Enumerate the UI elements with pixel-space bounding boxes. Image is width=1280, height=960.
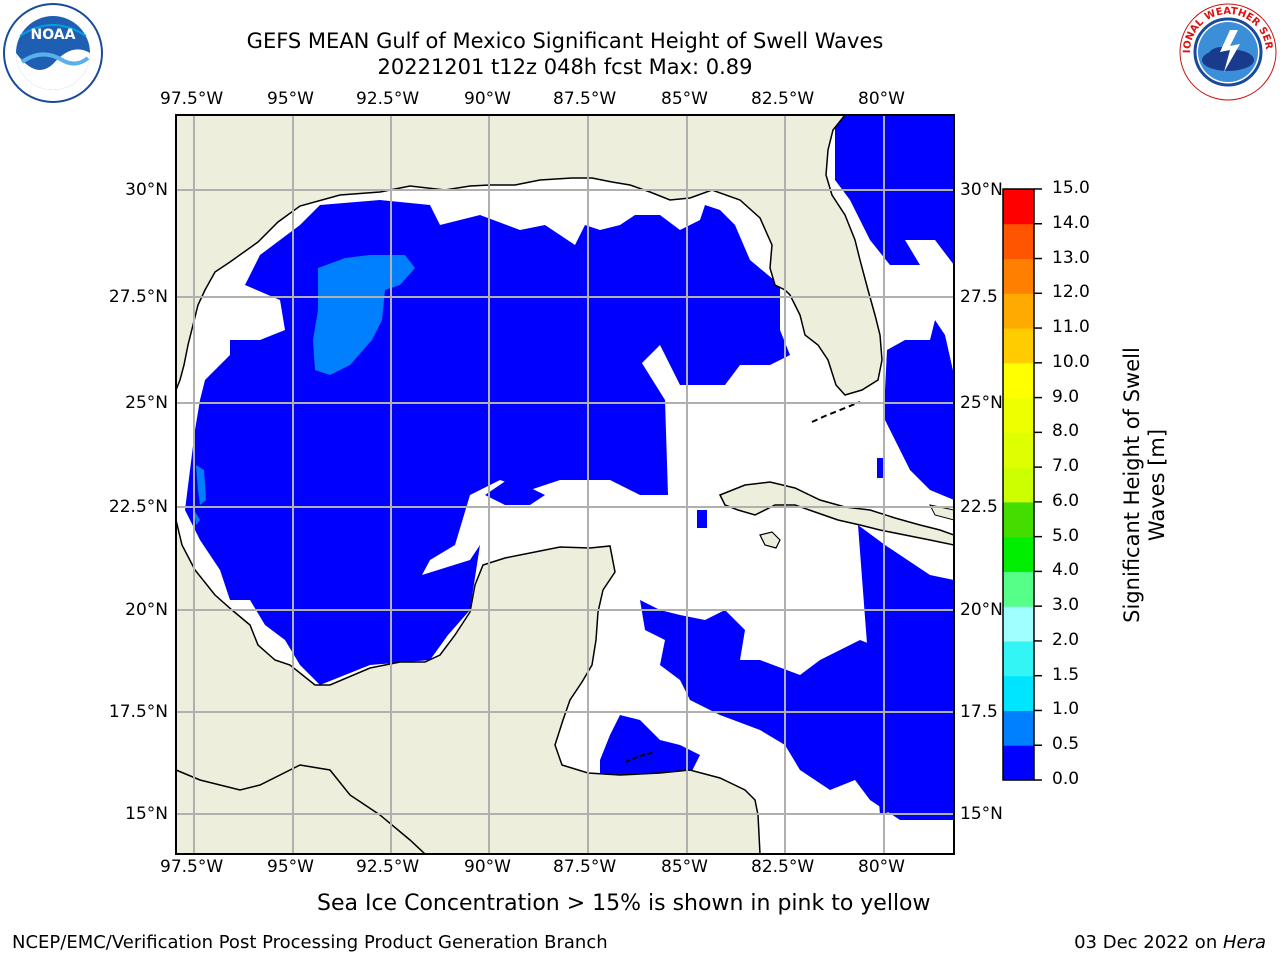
lat-label-left: 27.5°N	[108, 287, 168, 307]
map-frame	[175, 114, 955, 855]
lon-label-bottom: 90°W	[464, 857, 511, 877]
noaa-logo-icon: NOAA	[3, 3, 103, 103]
colorbar-bin	[1003, 710, 1034, 746]
colorbar-bin	[1003, 293, 1034, 329]
colorbar-bin	[1003, 745, 1034, 781]
lon-label-bottom: 87.5°W	[553, 857, 617, 877]
colorbar-bin	[1003, 536, 1034, 572]
colorbar-tick-label: 7.0	[1052, 456, 1080, 477]
colorbar	[1002, 188, 1042, 781]
colorbar-tick-label: 15.0	[1052, 178, 1090, 198]
florida-keys	[811, 401, 861, 423]
lat-label-left: 17.5°N	[108, 702, 168, 722]
colorbar-bin	[1003, 571, 1034, 607]
lat-label-right: 15°N	[960, 804, 1003, 824]
colorbar-tick-label: 0.0	[1052, 769, 1080, 789]
colorbar-tick-label: 1.5	[1052, 664, 1080, 685]
lon-label-top: 85°W	[661, 89, 708, 109]
lat-label-left: 25°N	[125, 393, 168, 413]
lat-label-left: 20°N	[125, 600, 168, 620]
colorbar-tick-label: 0.5	[1052, 734, 1080, 755]
colorbar-bin	[1003, 501, 1034, 538]
lon-label-top: 80°W	[858, 89, 905, 109]
colorbar-bin	[1003, 258, 1034, 294]
lat-label-left: 30°N	[125, 180, 168, 200]
colorbar-tick-label: 13.0	[1052, 247, 1090, 268]
colorbar-tick-label: 14.0	[1052, 212, 1090, 233]
colorbar-tick-label: 1.0	[1052, 699, 1080, 720]
lon-label-top: 97.5°W	[160, 89, 224, 109]
land-mexico-central-america	[176, 519, 761, 854]
sea-ice-note: Sea Ice Concentration > 15% is shown in …	[317, 891, 931, 916]
colorbar-tick-label: 4.0	[1052, 560, 1080, 581]
chart-subtitle: 20221201 t12z 048h fcst Max: 0.89	[377, 55, 753, 79]
bay-islands	[624, 751, 656, 763]
colorbar-tick-label: 5.0	[1052, 525, 1080, 546]
colorbar-title-line1: Significant Height of Swell	[1120, 347, 1144, 623]
lon-label-top: 87.5°W	[553, 89, 617, 109]
lon-label-top: 82.5°W	[751, 89, 815, 109]
lat-label-right: 30°N	[960, 180, 1003, 200]
lon-label-top: 95°W	[267, 89, 314, 109]
colorbar-bin	[1003, 467, 1034, 503]
land-isla-de-la-juventud	[759, 531, 781, 549]
noaa-logo-text: NOAA	[31, 27, 76, 43]
lon-label-bottom: 97.5°W	[160, 857, 224, 877]
lon-label-top: 90°W	[464, 89, 511, 109]
colorbar-tick-label: 9.0	[1052, 386, 1080, 407]
colorbar-bin	[1003, 189, 1034, 225]
footer-host: Hera	[1222, 932, 1266, 953]
lat-label-left: 22.5°N	[108, 497, 168, 517]
coast-pacific	[176, 764, 427, 854]
footer-date: 03 Dec 2022 on	[1074, 932, 1223, 953]
lon-label-bottom: 95°W	[267, 857, 314, 877]
lon-label-bottom: 85°W	[661, 857, 708, 877]
colorbar-tick-label: 12.0	[1052, 282, 1090, 303]
chart-title: GEFS MEAN Gulf of Mexico Significant Hei…	[246, 29, 884, 53]
colorbar-tick-label: 8.0	[1052, 421, 1080, 442]
lat-label-right: 25°N	[960, 393, 1003, 413]
lon-label-top: 92.5°W	[356, 89, 420, 109]
colorbar-tick-label: 3.0	[1052, 595, 1080, 616]
colorbar-bin	[1003, 432, 1034, 468]
footer-right: 03 Dec 2022 on Hera	[1074, 932, 1266, 953]
colorbar-tick-label: 11.0	[1052, 317, 1090, 338]
colorbar-bin	[1003, 328, 1034, 364]
lon-label-bottom: 82.5°W	[751, 857, 815, 877]
colorbar-tick-label: 2.0	[1052, 629, 1080, 650]
gridlines	[176, 115, 954, 854]
colorbar-bin	[1003, 223, 1034, 260]
lon-label-bottom: 92.5°W	[356, 857, 420, 877]
colorbar-bin	[1003, 397, 1034, 433]
colorbar-bin	[1003, 675, 1034, 711]
lat-label-left: 15°N	[125, 804, 168, 824]
colorbar-bin	[1003, 606, 1034, 642]
land-bahamas	[929, 504, 954, 521]
lat-label-right: 17.5	[960, 702, 998, 722]
colorbar-title: Significant Height of Swell Waves [m]	[1120, 295, 1170, 675]
colorbar-tick-label: 10.0	[1052, 351, 1090, 372]
lat-label-right: 20°N	[960, 600, 1003, 620]
colorbar-title-line2: Waves [m]	[1145, 428, 1169, 542]
lat-label-right: 27.5	[960, 287, 998, 307]
nws-logo-icon: NATIONAL WEATHER SERVICE	[1178, 2, 1277, 101]
colorbar-tick-label: 6.0	[1052, 490, 1080, 511]
colorbar-bin	[1003, 640, 1034, 677]
footer-left: NCEP/EMC/Verification Post Processing Pr…	[12, 932, 608, 953]
lon-label-bottom: 80°W	[858, 857, 905, 877]
lat-label-right: 22.5	[960, 497, 998, 517]
colorbar-bin	[1003, 362, 1034, 399]
